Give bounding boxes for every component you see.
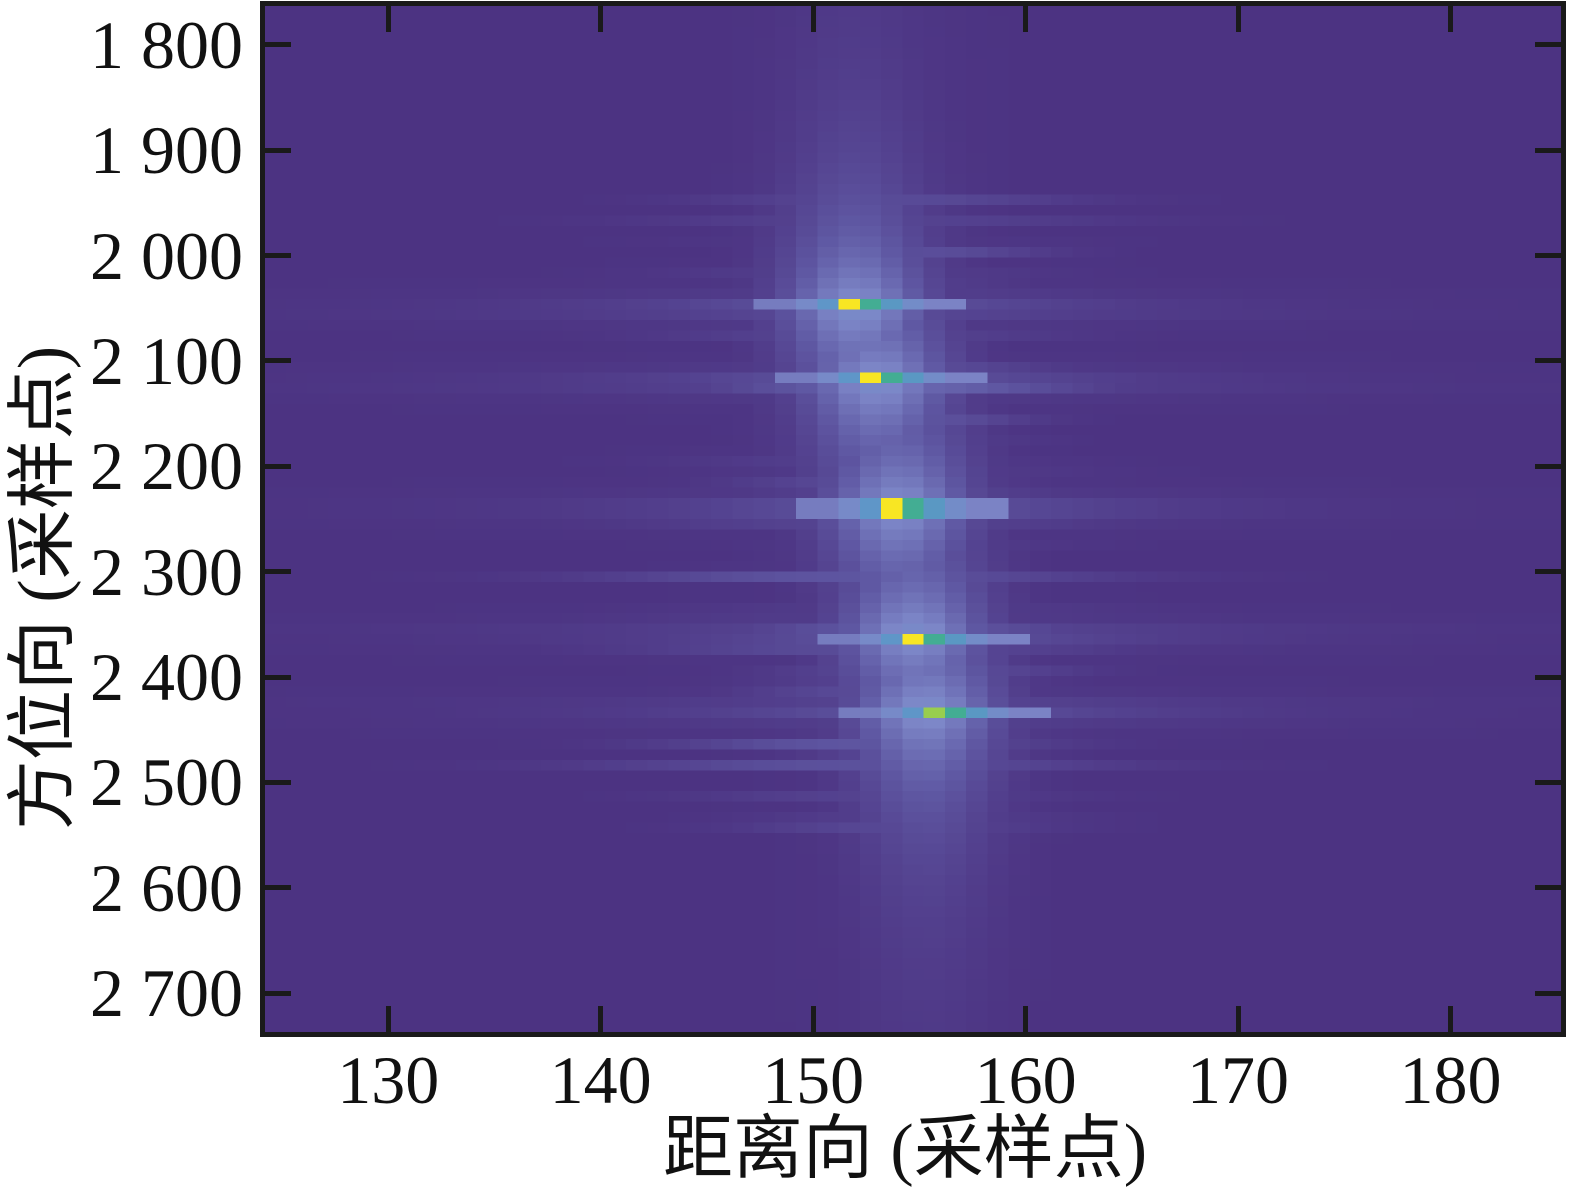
x-tick-mark [1235,6,1241,32]
y-tick-mark [1535,569,1561,575]
x-tick-mark [1235,1006,1241,1032]
y-tick-label: 2 100 [90,322,243,399]
y-tick-mark [265,42,291,48]
y-tick-label: 2 700 [90,955,243,1032]
x-tick-label: 170 [1187,1042,1290,1118]
plot-frame [260,1,1566,1037]
x-tick-label: 150 [762,1042,865,1118]
y-tick-labels: 1 800 1 900 2 000 2 100 2 200 2 300 2 400 2 500… [0,0,243,1100]
y-tick-mark [265,569,291,575]
y-tick-mark [1535,147,1561,153]
x-tick-mark [1023,6,1029,32]
x-tick-mark [385,1006,391,1032]
x-tick-mark [1448,6,1454,32]
y-tick-label: 1 800 [90,6,243,83]
y-tick-mark [265,885,291,891]
x-tick-mark [1023,1006,1029,1032]
x-tick-mark [810,1006,816,1032]
y-tick-mark [265,147,291,153]
y-axis-title: 方位向 (采样点) [5,345,82,831]
x-tick-label: 160 [974,1042,1077,1118]
y-tick-mark [1535,358,1561,364]
x-tick-label: 130 [337,1042,440,1118]
y-tick-mark [265,358,291,364]
y-tick-mark [1535,463,1561,469]
heatmap-canvas [265,6,1561,1032]
y-tick-label: 2 200 [90,428,243,505]
y-tick-mark [1535,674,1561,680]
y-tick-mark [1535,42,1561,48]
y-tick-mark [1535,253,1561,259]
y-tick-label: 2 500 [90,744,243,821]
y-tick-mark [265,674,291,680]
x-tick-label: 140 [549,1042,652,1118]
x-tick-mark [598,1006,604,1032]
y-tick-label: 1 900 [90,112,243,189]
y-tick-label: 2 400 [90,639,243,715]
y-tick-label: 2 300 [90,533,243,610]
y-tick-mark [1535,885,1561,891]
x-tick-mark [810,6,816,32]
y-tick-mark [265,253,291,259]
x-tick-label: 180 [1399,1042,1502,1118]
y-tick-mark [265,990,291,996]
y-tick-mark [265,463,291,469]
y-tick-label: 2 600 [90,849,243,926]
y-tick-mark [1535,990,1561,996]
y-tick-label: 2 000 [90,217,243,294]
x-tick-mark [1448,1006,1454,1032]
x-axis-title: 距离向 (采样点) [662,1111,1148,1188]
x-tick-mark [598,6,604,32]
y-tick-mark [1535,779,1561,785]
plot-area [265,6,1561,1032]
y-tick-mark [265,779,291,785]
x-tick-mark [385,6,391,32]
